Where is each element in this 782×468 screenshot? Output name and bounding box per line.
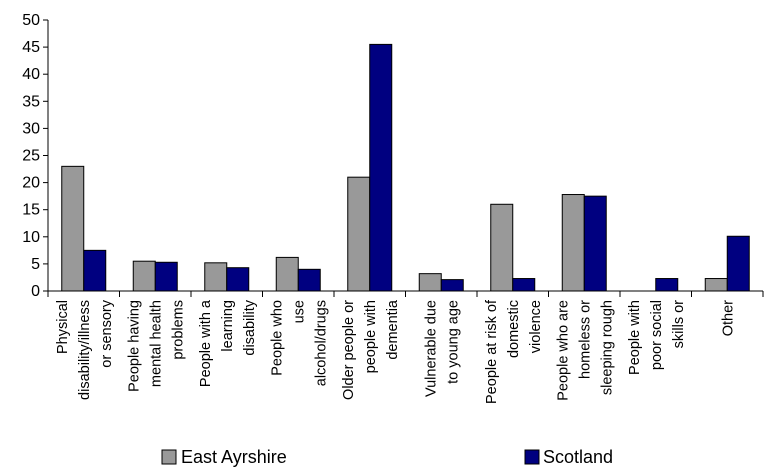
bar-east-ayrshire [704, 278, 728, 292]
bar-east-ayrshire [490, 203, 514, 292]
x-category-label: disability/illness [77, 300, 93, 400]
legend-label: East Ayrshire [181, 447, 287, 467]
bar-east-ayrshire [132, 260, 156, 292]
y-axis: 0 5 10 15 20 25 30 35 40 45 50 [22, 12, 49, 300]
x-category-label: disability [242, 299, 258, 355]
x-category-label: use [291, 300, 307, 323]
x-category-label: skills or [671, 300, 687, 349]
bar-scotland [583, 195, 607, 292]
bar-east-ayrshire [561, 194, 585, 292]
legend-swatch [524, 449, 540, 465]
legend-swatch [161, 449, 177, 465]
x-category-label: People who are [555, 300, 571, 401]
y-tick-label: 50 [22, 12, 40, 29]
bar-east-ayrshire [347, 176, 371, 292]
y-tick-label: 15 [22, 202, 40, 219]
x-category-label: People at risk of [484, 299, 500, 404]
x-category-label: dementia [385, 299, 401, 360]
x-category-label: homeless or [577, 300, 593, 379]
x-category-label: people with [363, 300, 379, 373]
x-category-label: Older people or [341, 300, 357, 400]
x-category-label: domestic [506, 300, 522, 358]
y-tick-label: 20 [22, 175, 40, 192]
bar-scotland [226, 267, 250, 292]
legend-label: Scotland [543, 447, 613, 467]
x-axis: Physical disability/illness or sensory Peop… [47, 290, 764, 404]
x-category-label: sleeping rough [599, 300, 615, 395]
bar-east-ayrshire [418, 273, 442, 292]
bar-east-ayrshire [204, 262, 228, 292]
x-category-label: Other [720, 300, 736, 336]
x-category-label: violence [528, 300, 544, 353]
bar-east-ayrshire [61, 165, 85, 292]
y-tick-label: 10 [22, 229, 40, 246]
x-category-label: problems [170, 300, 186, 360]
x-category-label: People who [269, 300, 285, 376]
y-tick-label: 5 [31, 256, 40, 273]
x-category-label: Vulnerable due [423, 300, 439, 397]
x-category-label: Physical [55, 300, 71, 354]
y-tick-label: 30 [22, 120, 40, 137]
bars [61, 43, 750, 292]
x-category-label: mental health [148, 300, 164, 387]
x-category-label: or sensory [99, 299, 115, 367]
x-category-label: People having [126, 300, 142, 392]
x-category-label: People with [627, 300, 643, 375]
y-tick-label: 40 [22, 66, 40, 83]
y-tick-label: 25 [22, 148, 40, 165]
bar-scotland [154, 261, 178, 292]
x-category-label: alcohol/drugs [313, 300, 329, 386]
x-category-label: learning [220, 300, 236, 352]
x-category-label: People with a [198, 299, 214, 387]
bar-scotland [297, 268, 321, 292]
bar-scotland [512, 278, 536, 292]
bar-scotland [726, 235, 750, 292]
bar-scotland [369, 43, 393, 292]
y-tick-label: 45 [22, 39, 40, 56]
bar-scotland [83, 249, 107, 292]
x-category-label: to young age [445, 300, 461, 384]
bar-east-ayrshire [275, 256, 299, 292]
bar-scotland [655, 278, 679, 292]
legend: East Ayrshire Scotland [161, 447, 613, 467]
x-category-label: poor social [649, 300, 665, 370]
y-tick-label: 35 [22, 93, 40, 110]
bar-scotland [440, 279, 464, 292]
y-tick-label: 0 [31, 283, 40, 300]
